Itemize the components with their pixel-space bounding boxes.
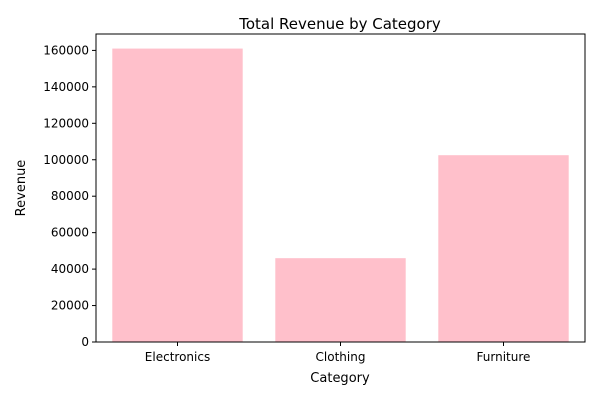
chart-title: Total Revenue by Category	[238, 15, 441, 33]
y-tick-label: 100000	[43, 153, 89, 167]
y-tick-label: 20000	[51, 299, 89, 313]
y-axis-label: Revenue	[14, 160, 29, 217]
x-tick-label: Electronics	[145, 350, 210, 364]
x-axis-label: Category	[310, 371, 370, 386]
y-axis-ticks: 0 20000 40000 60000 80000 100000 120000 140000 1…	[43, 43, 96, 349]
y-tick-label: 140000	[43, 80, 89, 94]
plot-frame	[95, 33, 586, 343]
y-tick-label: 40000	[51, 262, 89, 276]
y-tick-label: 160000	[43, 43, 89, 57]
bar-electronics	[112, 48, 243, 342]
x-tick-label: Clothing	[316, 350, 366, 364]
y-tick-label: 0	[81, 335, 89, 349]
y-tick-label: 60000	[51, 226, 89, 240]
bar-furniture	[438, 155, 569, 342]
x-axis-ticks: Electronics Clothing Furniture	[145, 342, 531, 364]
x-tick-label: Furniture	[477, 350, 531, 364]
y-tick-label: 80000	[51, 189, 89, 203]
y-tick-label: 120000	[43, 116, 89, 130]
bar-clothing	[275, 258, 406, 342]
bars-group	[112, 48, 569, 342]
